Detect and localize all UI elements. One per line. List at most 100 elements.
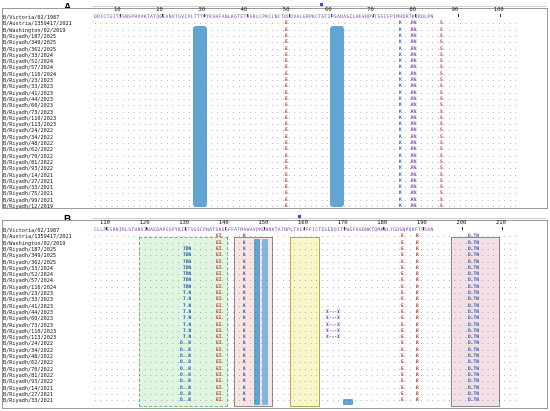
alignment-row-dots: . . . . . . . . . . . . . . . . . . . . …	[94, 316, 518, 322]
mutation-mark: S	[440, 172, 443, 178]
mutation-mark: EI	[216, 328, 222, 334]
panel-a-highlight-col-56	[330, 26, 344, 207]
mutation-mark: RV	[411, 141, 417, 146]
sequence-name: B/Riyadh/23/2023	[3, 78, 53, 84]
mutation-mark: D..R	[180, 347, 192, 353]
mutation-mark: E	[285, 46, 288, 52]
mutation-mark: E	[401, 240, 404, 246]
mutation-mark: X---X	[326, 322, 340, 328]
sequence-name: B/Riyadh/362/2025	[3, 46, 57, 53]
mutation-mark: TDN	[183, 253, 192, 259]
mutation-mark: K	[399, 65, 402, 71]
mutation-mark: D.TN	[468, 259, 480, 265]
alignment-row-dots: . . . . . . . . . . . . . . . . . . . . …	[94, 52, 518, 58]
mutation-mark: D.TN	[468, 347, 480, 353]
mutation-mark: K	[399, 84, 402, 90]
mutation-mark: K	[243, 284, 246, 290]
mutation-mark: E	[401, 284, 404, 290]
mutation-mark: K	[399, 109, 402, 115]
mutation-mark: D.TN	[468, 360, 480, 366]
mutation-mark: K	[243, 391, 246, 397]
sequence-name: B/Riyadh/33/2021	[3, 185, 53, 192]
mutation-mark: D..R	[180, 341, 192, 347]
panel-a-position-marker[interactable]	[320, 3, 323, 6]
mutation-mark: D.TN	[468, 265, 480, 271]
alignment-row-dots: . . . . . . . . . . . . . . . . . . . . …	[94, 134, 518, 140]
sequence-name: B/Riyadh/60/2023	[3, 103, 53, 110]
mutation-mark: K	[243, 240, 246, 246]
mutation-mark: K	[399, 197, 402, 203]
ruler-tick-label: 70	[367, 7, 374, 13]
mutation-mark: RV	[411, 40, 417, 46]
mutation-mark: E	[285, 204, 288, 209]
mutation-mark: S	[440, 65, 443, 71]
mutation-mark: E	[285, 96, 288, 102]
alignment-row-dots: . . . . . . . . . . . . . . . . . . . . …	[94, 322, 518, 328]
mutation-mark: K	[399, 21, 402, 27]
mutation-mark: R	[416, 253, 419, 259]
mutation-mark: EI	[216, 360, 222, 366]
mutation-mark: EI	[216, 316, 222, 322]
sequence-name: B/Riyadh/187/2025	[3, 246, 57, 253]
panel-b-region-pink-2	[451, 237, 500, 407]
sequence-name: B/Riyadh/110/2023	[3, 115, 57, 122]
mutation-mark: TDN	[183, 259, 192, 265]
mutation-mark: K	[243, 272, 246, 278]
alignment-row-dots: . . . . . . . . . . . . . . . . . . . . …	[94, 253, 518, 259]
sequence-name: B/Riyadh/99/2021	[3, 197, 53, 204]
mutation-mark: R	[416, 309, 419, 315]
mutation-mark: RV	[411, 122, 417, 128]
mutation-mark: E	[401, 398, 404, 404]
mutation-mark: K	[399, 191, 402, 197]
sequence-name: B/Riyadh/33/2024	[3, 52, 53, 59]
sequence-name: B/Riyadh/48/2022	[3, 141, 53, 147]
mutation-mark: K	[399, 122, 402, 128]
mutation-mark: EI	[216, 309, 222, 315]
panel-b-label: B.	[64, 214, 74, 225]
mutation-mark: D.TN	[468, 284, 480, 290]
mutation-mark: D.TN	[468, 240, 480, 246]
mutation-mark: D..R	[180, 385, 192, 391]
sequence-name: B/Riyadh/41/2023	[3, 90, 53, 97]
mutation-mark: D..R	[180, 360, 192, 366]
mutation-mark: K	[399, 204, 402, 209]
alignment-row-dots: . . . . . . . . . . . . . . . . . . . . …	[94, 185, 518, 191]
mutation-mark: S	[440, 78, 443, 83]
sequence-name: B/Riyadh/33/2023	[3, 297, 53, 304]
mutation-mark: S	[440, 84, 443, 90]
ruler-tick	[264, 227, 266, 230]
mutation-mark: TDN	[183, 284, 192, 290]
mutation-mark: D.TN	[468, 379, 480, 385]
ruler-tick	[331, 14, 332, 17]
panel-b-reference-sequence: CLLPEGRNIRLSTHNVINAEDAPGGPYKIGTSGSCPNATS…	[94, 228, 434, 233]
mutation-mark: EI	[216, 240, 222, 246]
mutation-mark: E	[401, 354, 404, 359]
mutation-mark: E	[401, 297, 404, 303]
ruler-tick	[106, 227, 107, 230]
panel-b-scroll-track[interactable]	[92, 213, 546, 219]
mutation-mark: EI	[216, 291, 222, 296]
mutation-mark: S	[440, 166, 443, 172]
mutation-mark: D.TN	[468, 303, 480, 309]
mutation-mark: EI	[216, 303, 222, 309]
sequence-name: B/Riyadh/23/2023	[3, 291, 53, 297]
mutation-mark: T.N	[183, 322, 192, 328]
panel-a-scroll-track[interactable]	[92, 1, 546, 7]
mutation-mark: S	[440, 178, 443, 184]
mutation-mark: R	[416, 347, 419, 353]
alignment-row-dots: . . . . . . . . . . . . . . . . . . . . …	[94, 122, 518, 128]
sequence-name: B/Riyadh/27/2021	[3, 178, 53, 185]
mutation-mark: E	[401, 253, 404, 259]
mutation-mark: E	[401, 366, 404, 372]
panel-b-position-marker[interactable]	[298, 215, 301, 218]
mutation-mark: K	[243, 253, 246, 259]
mutation-mark: R	[416, 265, 419, 271]
mutation-mark: S	[440, 134, 443, 140]
mutation-mark: R	[416, 366, 419, 372]
sequence-name: B/Victoria/02/1987	[3, 228, 60, 234]
mutation-mark: E	[285, 172, 288, 178]
mutation-mark: D.TN	[468, 335, 480, 341]
mutation-mark: K	[399, 115, 402, 121]
mutation-mark: S	[440, 147, 443, 153]
mutation-mark: E	[401, 322, 404, 328]
